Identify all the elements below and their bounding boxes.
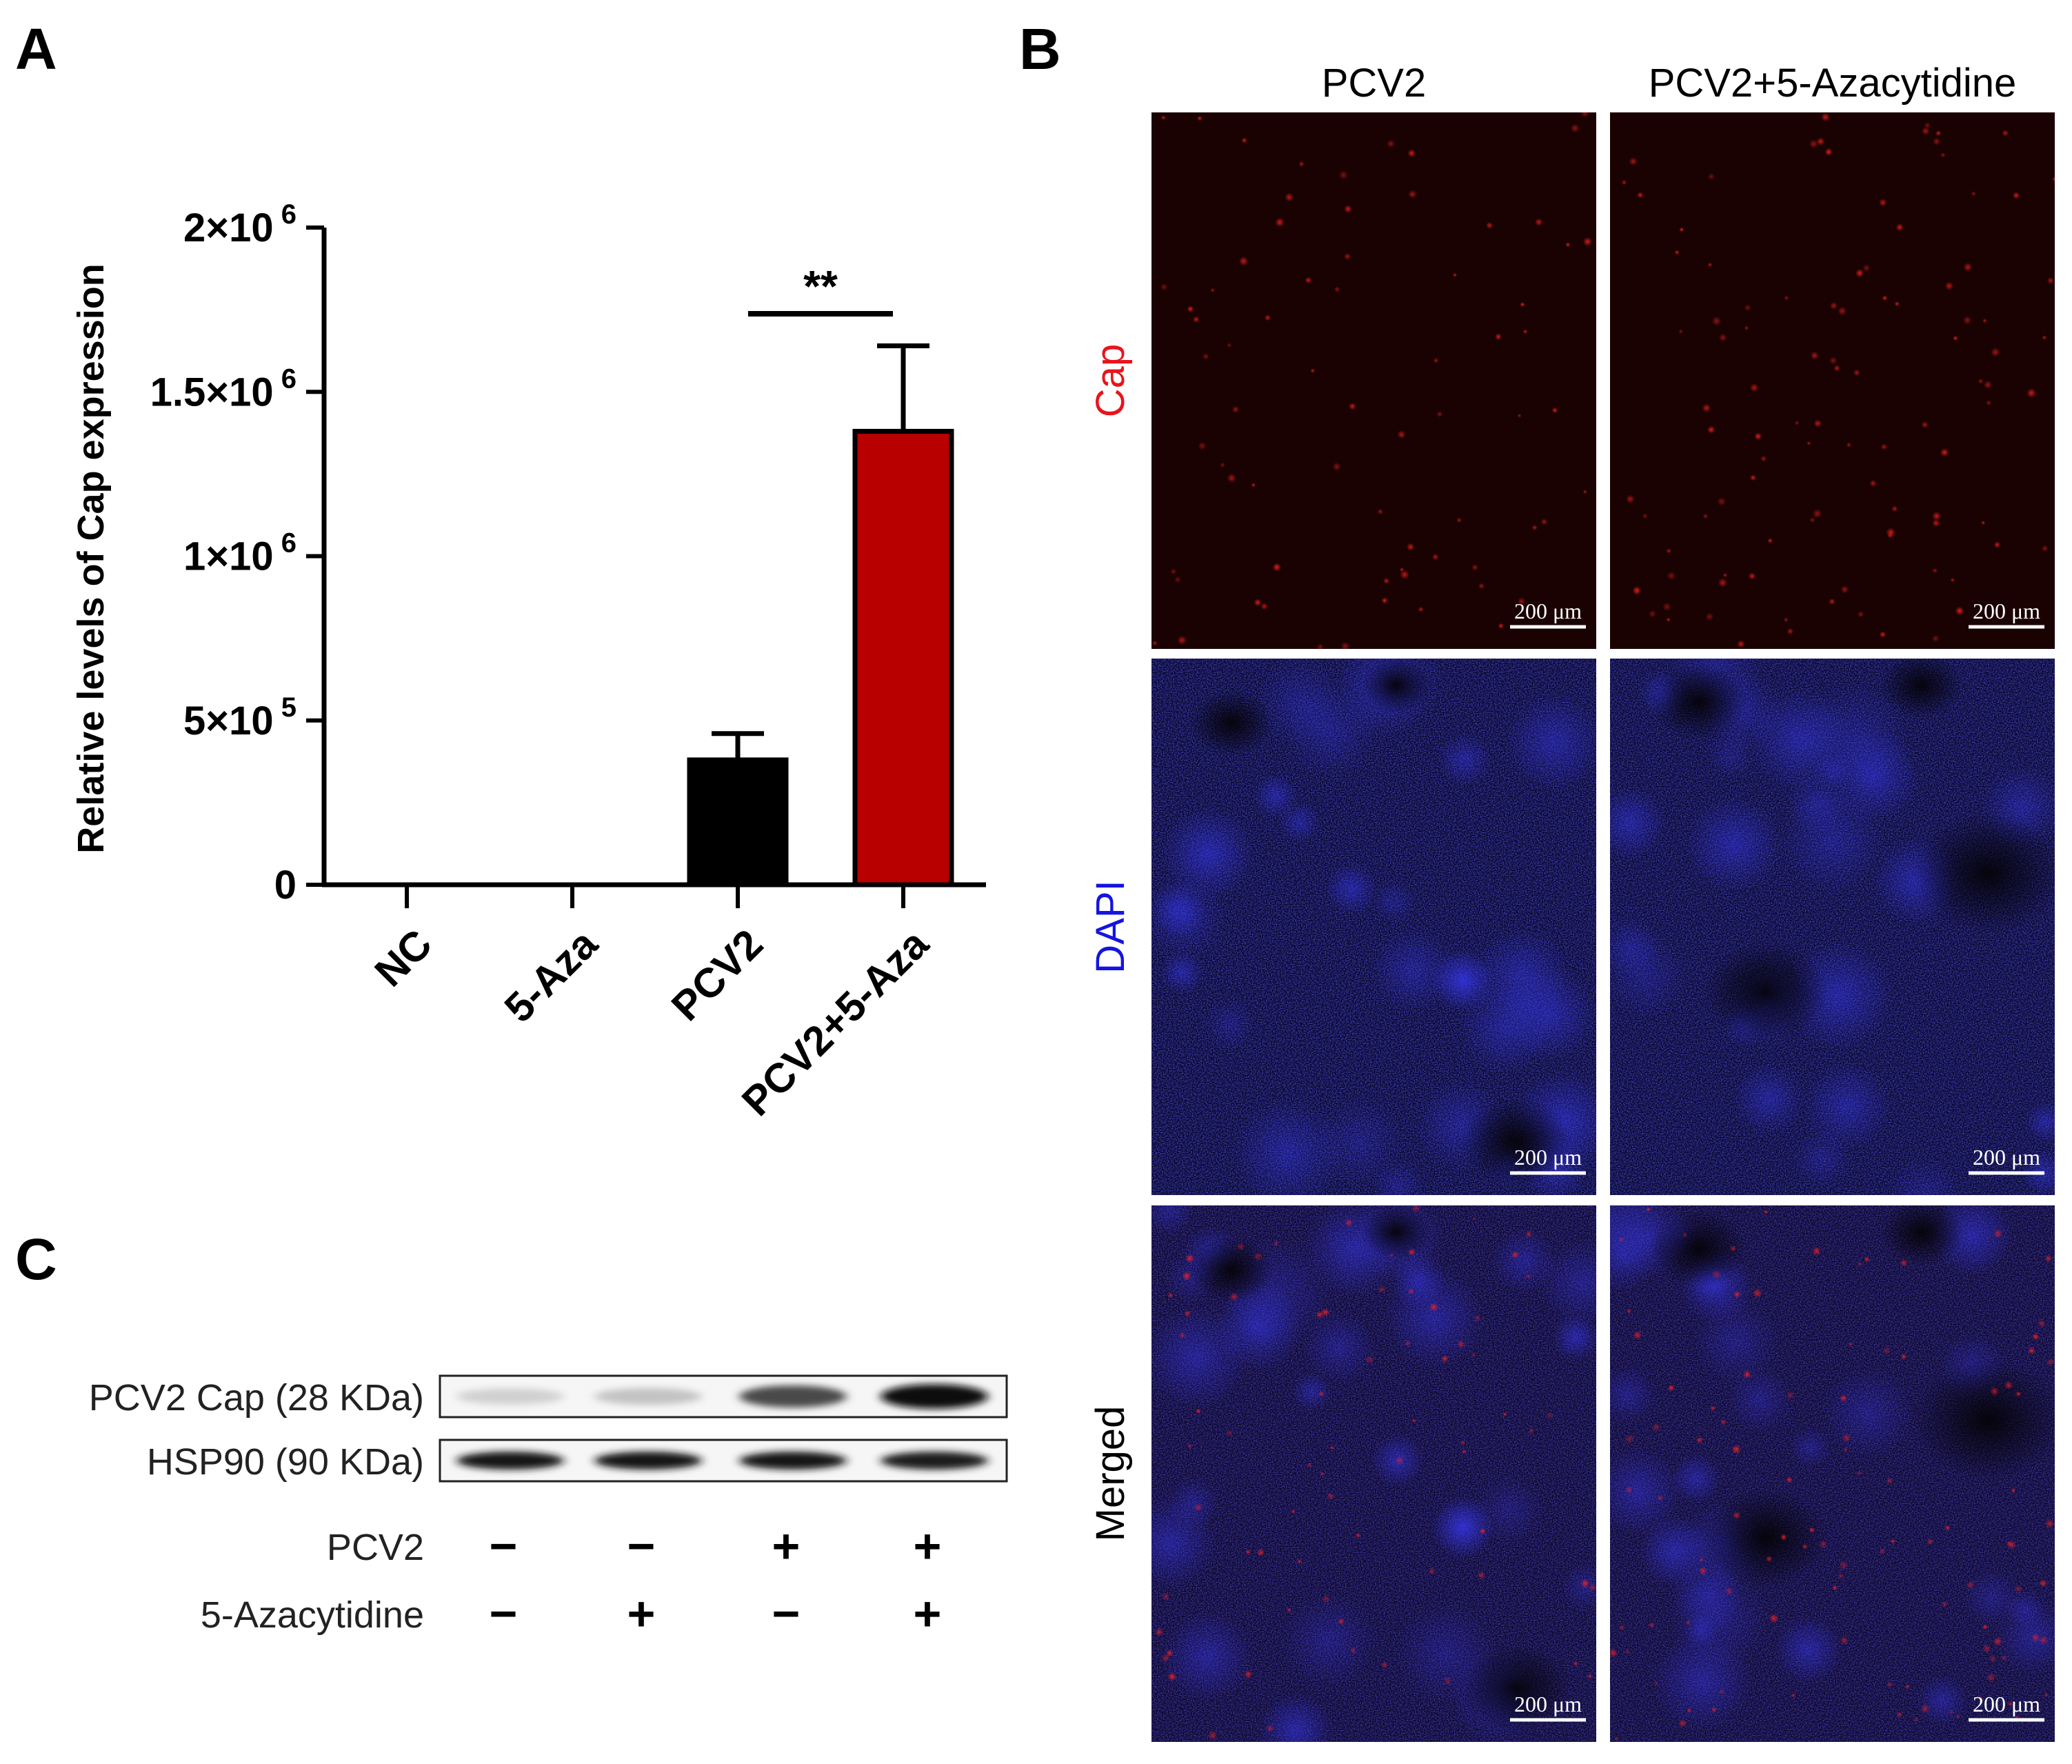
- band-label: PCV2 Cap (28 KDa): [89, 1377, 424, 1419]
- column-header: PCV2+5-Azacytidine: [1649, 61, 2017, 106]
- scale-bar-label: 200 μm: [1514, 1692, 1582, 1716]
- treatment-label: PCV2: [327, 1527, 424, 1568]
- bar: [852, 428, 954, 888]
- y-tick-label: 1×10 6: [183, 528, 296, 579]
- y-tick-label: 1.5×10 6: [150, 363, 296, 414]
- band: [881, 1384, 988, 1409]
- micrograph-grid: PCV2 PCV2+5-Azacytidine Cap DAPI Merged 200 μ…: [1088, 61, 2055, 1742]
- merged-micrograph: 200 μm: [1610, 1205, 2055, 1742]
- treatment-sign: +: [772, 1519, 801, 1573]
- y-tick-label: 2×10 6: [183, 199, 296, 250]
- y-axis-label: Relative levels of Cap expression: [70, 263, 112, 853]
- treatment-sign: +: [914, 1587, 942, 1641]
- scale-bar-label: 200 μm: [1973, 1692, 2040, 1716]
- panel-letter-b: B: [1019, 17, 1061, 81]
- scale-bar-label: 200 μm: [1973, 1145, 2040, 1170]
- treatment-sign: +: [914, 1519, 942, 1573]
- treatment-sign: −: [627, 1519, 656, 1573]
- panel-b: B PCV2 PCV2+5-Azacytidine Cap DAPI Merged 200…: [1019, 17, 2055, 1742]
- cap-micrograph: 200 μm: [1610, 112, 2055, 649]
- y-tick-label: 0: [274, 863, 296, 908]
- panel-c: C PCV2 Cap (28 KDa) HSP90 (90 KDa) PCV2 − − +…: [15, 1227, 1008, 1641]
- scale-bar-label: 200 μm: [1973, 599, 2040, 623]
- band: [594, 1387, 702, 1405]
- band: [881, 1452, 988, 1470]
- significance-label: **: [803, 261, 838, 311]
- scale-bar-label: 200 μm: [1514, 599, 1582, 623]
- band: [456, 1452, 564, 1470]
- x-tick-label: 5-Aza: [496, 920, 607, 1031]
- bar: [687, 757, 789, 888]
- band: [594, 1452, 702, 1470]
- treatment-label: 5-Azacytidine: [201, 1594, 424, 1636]
- panel-letter-c: C: [15, 1227, 57, 1292]
- cap-micrograph: 200 μm: [1151, 112, 1596, 649]
- row-label: Cap: [1088, 344, 1133, 417]
- dapi-micrograph: 200 μm: [1610, 659, 2055, 1195]
- row-label: DAPI: [1088, 880, 1133, 973]
- western-blot: PCV2 Cap (28 KDa) HSP90 (90 KDa) PCV2 − − + +5…: [89, 1374, 1008, 1641]
- panel-letter-a: A: [15, 17, 57, 81]
- treatment-sign: −: [772, 1587, 801, 1641]
- y-tick-label: 5×10 5: [183, 692, 296, 743]
- scale-bar-label: 200 μm: [1514, 1145, 1582, 1170]
- treatment-sign: +: [627, 1587, 656, 1641]
- row-label: Merged: [1088, 1406, 1133, 1542]
- band: [739, 1385, 847, 1408]
- x-tick-label: NC: [366, 921, 441, 996]
- merged-micrograph: 200 μm: [1151, 1205, 1596, 1742]
- column-header: PCV2: [1322, 61, 1427, 106]
- x-tick-label: PCV2: [663, 921, 772, 1030]
- treatment-sign: −: [490, 1587, 518, 1641]
- band-label: HSP90 (90 KDa): [147, 1441, 424, 1483]
- band: [739, 1452, 847, 1470]
- dapi-micrograph: 200 μm: [1151, 659, 1596, 1195]
- treatment-sign: −: [490, 1519, 518, 1573]
- bar-chart: 05×10 51×10 61.5×10 62×10 6NC 5-Aza PCV2PC…: [150, 199, 986, 1125]
- band: [456, 1388, 564, 1405]
- panel-a: A Relative levels of Cap expression 0 5×1…: [15, 17, 986, 1125]
